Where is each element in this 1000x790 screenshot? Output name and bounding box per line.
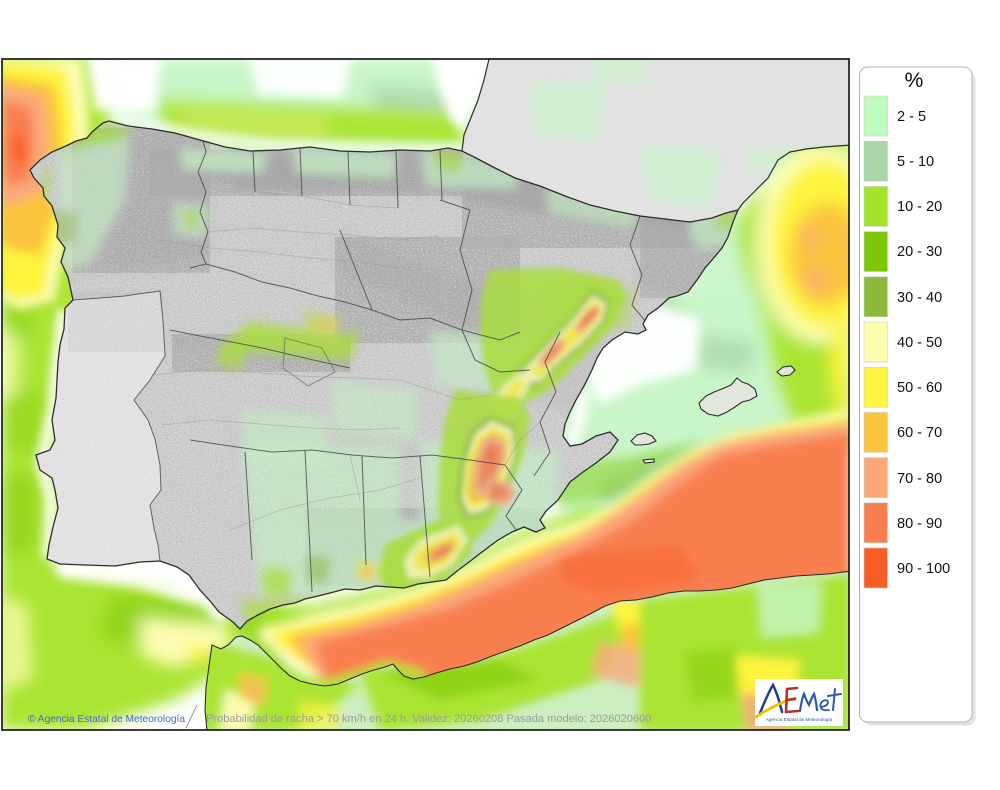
- svg-text:30 - 40: 30 - 40: [897, 290, 942, 306]
- svg-text:© Agencia Estatal de Meteorolo: © Agencia Estatal de Meteorología: [28, 714, 185, 725]
- svg-text:70 - 80: 70 - 80: [897, 471, 942, 487]
- svg-text:80 - 90: 80 - 90: [897, 516, 942, 532]
- svg-text:%: %: [905, 69, 924, 92]
- svg-text:10 - 20: 10 - 20: [897, 199, 942, 215]
- svg-text:40 - 50: 40 - 50: [897, 335, 942, 351]
- svg-text:5 - 10: 5 - 10: [897, 154, 934, 170]
- svg-text:Probabilidad de racha > 70 km/: Probabilidad de racha > 70 km/h en 24 h.…: [206, 713, 651, 725]
- svg-text:50 - 60: 50 - 60: [897, 380, 942, 396]
- svg-text:90 - 100: 90 - 100: [897, 561, 950, 577]
- svg-text:60 - 70: 60 - 70: [897, 425, 942, 441]
- svg-text:Agencia Estatal de Meteorologí: Agencia Estatal de Meteorología: [766, 717, 833, 722]
- svg-text:2 - 5: 2 - 5: [897, 109, 926, 125]
- svg-text:20 - 30: 20 - 30: [897, 244, 942, 260]
